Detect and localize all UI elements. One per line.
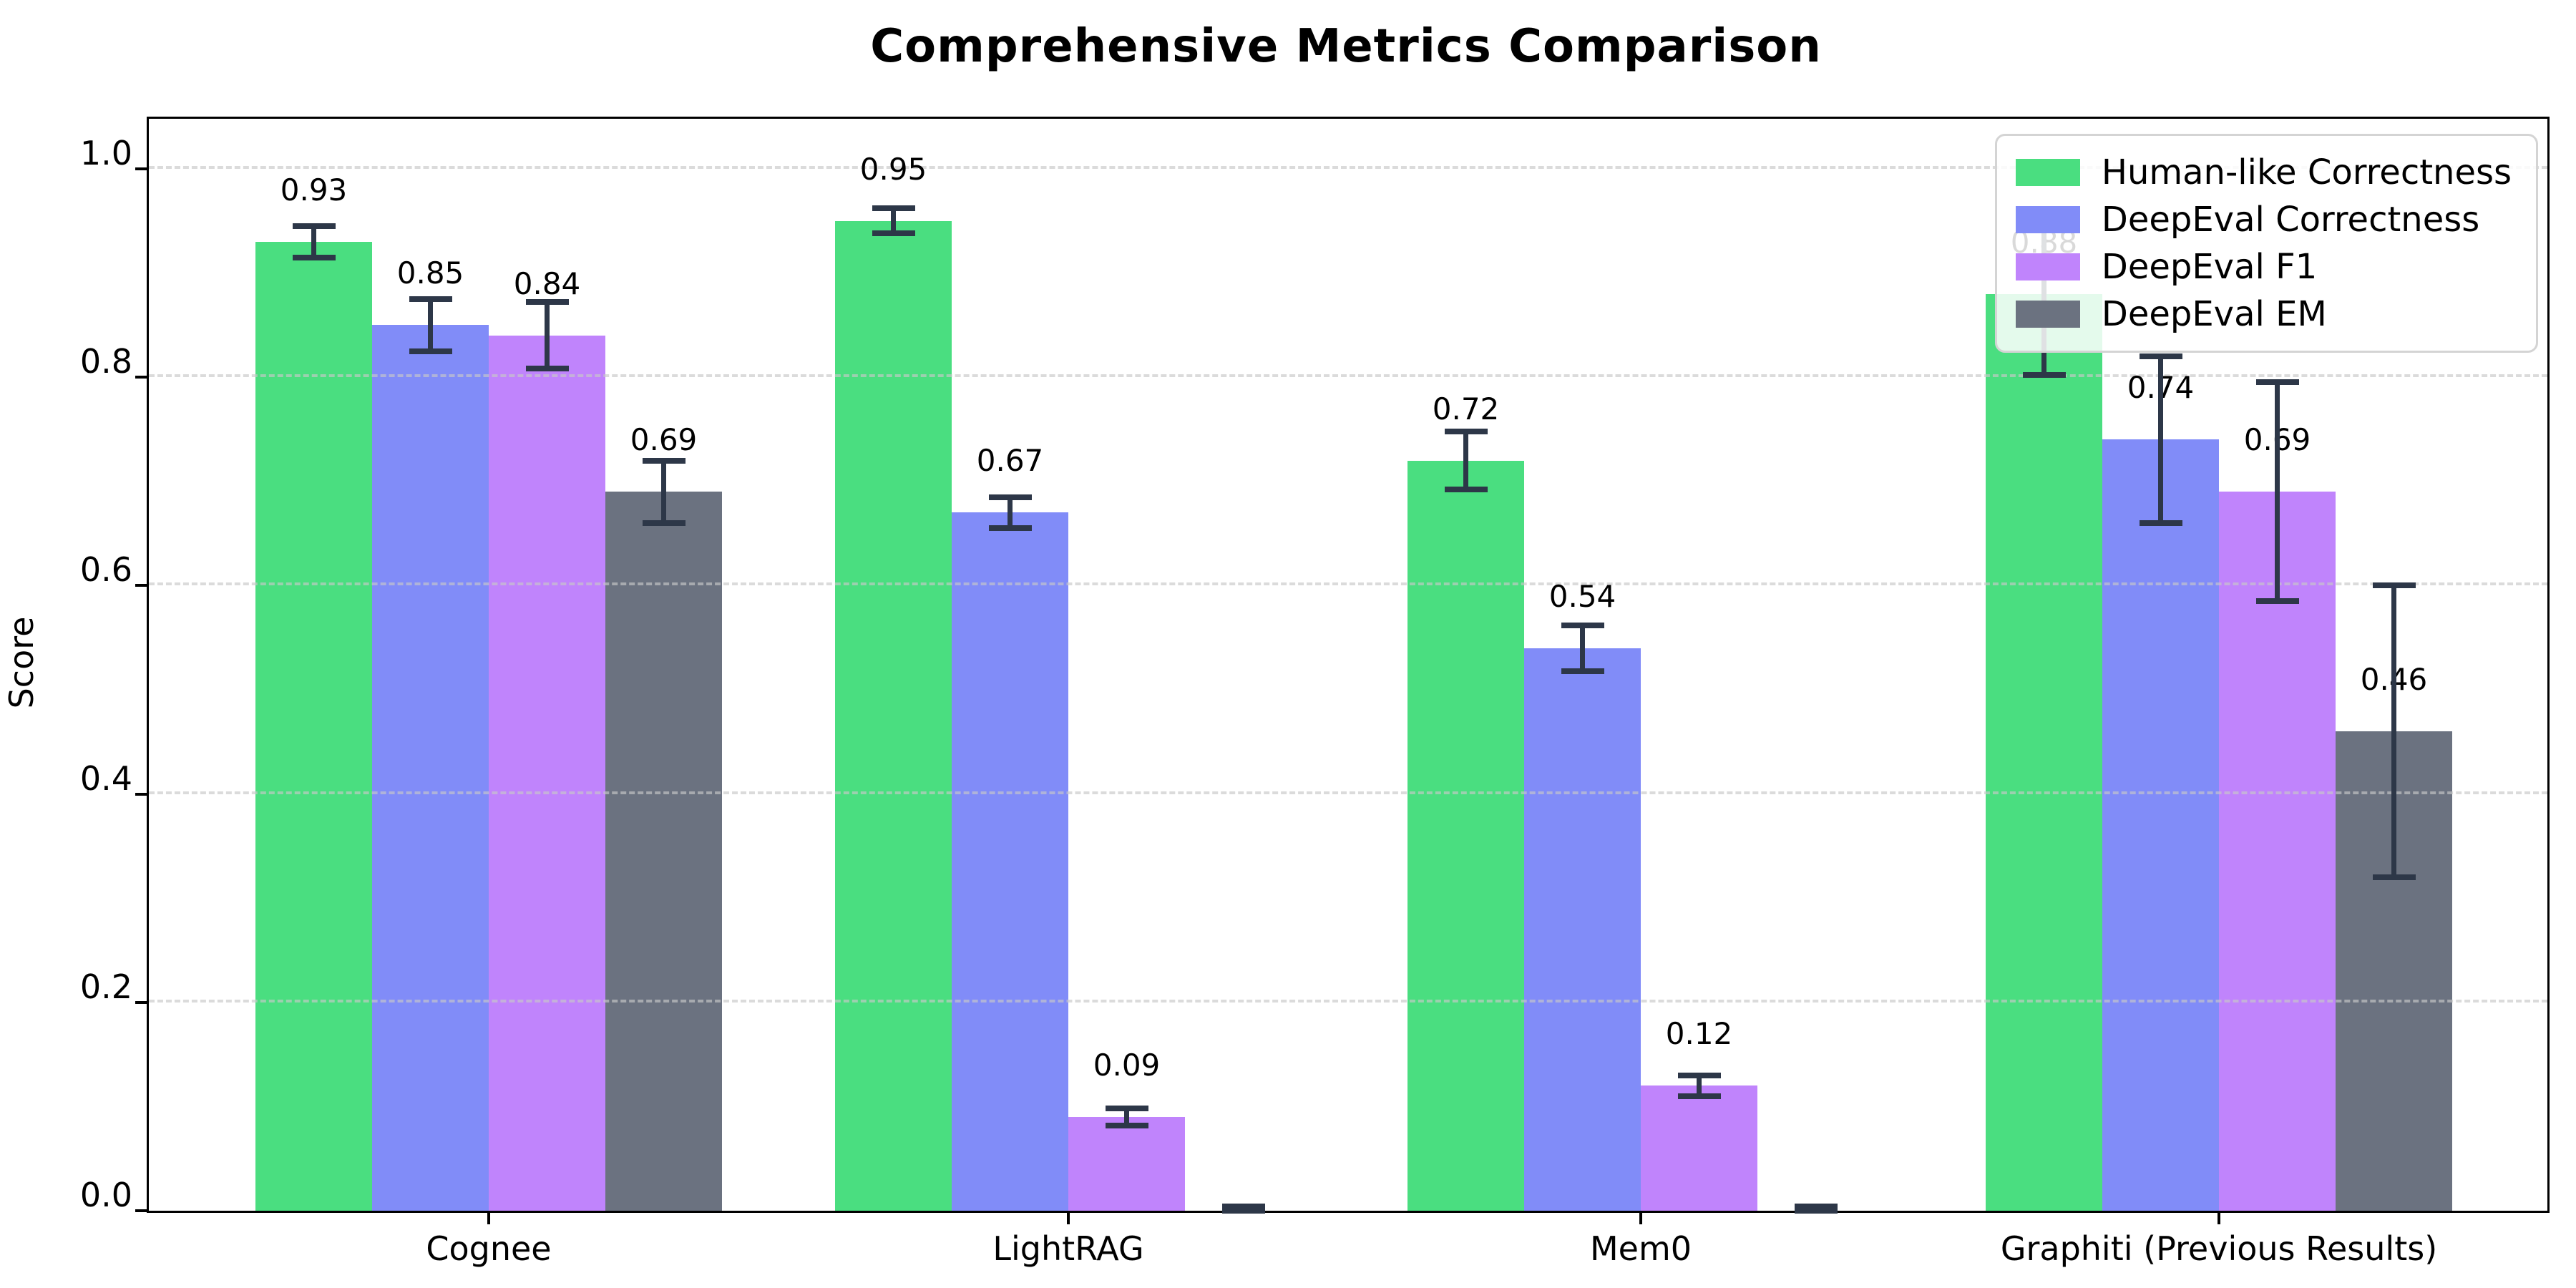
error-bar-cap-bottom	[1105, 1122, 1148, 1128]
y-axis-label: Score	[2, 616, 41, 709]
error-bar-cap-top	[1444, 428, 1488, 434]
error-bar	[545, 302, 550, 369]
error-bar	[1697, 1075, 1702, 1096]
y-tick-mark	[135, 1209, 147, 1212]
error-bar-cap-top	[2139, 353, 2182, 359]
error-bar	[1463, 431, 1468, 490]
y-tick-mark	[135, 584, 147, 587]
error-bar	[2041, 213, 2046, 376]
gridline-0.6	[149, 582, 2547, 586]
error-bar	[1008, 497, 1013, 529]
error-bar-cap-bottom	[1444, 487, 1488, 493]
error-bar	[2275, 382, 2280, 602]
gridline-0.4	[149, 791, 2547, 794]
bar-value-label: 0.67	[976, 443, 1044, 479]
gridline-0.8	[149, 374, 2547, 378]
error-bar-cap-top	[292, 223, 336, 229]
y-tick-label: 0.0	[79, 1176, 132, 1214]
bar-value-label: 0.95	[859, 151, 927, 187]
error-bar-cap-bottom	[988, 525, 1032, 532]
y-tick-label: 0.2	[79, 967, 132, 1006]
gridline-1	[149, 165, 2547, 169]
error-bar-cap-top	[1561, 622, 1604, 628]
y-tick-label: 1.0	[79, 133, 132, 172]
bar-value-label: 0.72	[1432, 391, 1500, 426]
error-bar-cap-bottom	[2139, 519, 2182, 526]
bar-value-label: 0.85	[396, 255, 464, 291]
error-bar-cap-top	[1677, 1072, 1721, 1078]
y-tick-mark	[135, 792, 147, 796]
error-bar-cap-bottom	[2255, 598, 2299, 605]
y-tick-mark	[135, 167, 147, 170]
bar-deepeval-em	[605, 492, 722, 1211]
bar-deepeval-f1	[489, 335, 605, 1211]
x-tick-mark	[1639, 1213, 1642, 1224]
bar-deepeval-f1	[1641, 1085, 1757, 1211]
error-bar-cap-top	[2372, 582, 2416, 589]
bar-value-label: 0.54	[1548, 578, 1616, 614]
error-bar-cap-top	[409, 296, 452, 302]
error-bar	[2391, 585, 2396, 878]
error-bar-cap-top	[1105, 1106, 1148, 1112]
y-tick-mark	[135, 1000, 147, 1004]
bar-value-label: 0.09	[1093, 1047, 1161, 1083]
y-tick-label: 0.8	[79, 342, 132, 381]
plot-area: 0.0 0.2 0.4 0.6 0.8 1.0 Cognee LightRAG Mem0 Grap…	[80, 117, 2550, 1268]
error-bar-cap-top	[1221, 1204, 1265, 1210]
x-tick-mark	[1067, 1213, 1070, 1224]
error-bar-cap-bottom	[1221, 1208, 1265, 1214]
error-bar	[2158, 356, 2163, 523]
bar-human-like-correctness	[255, 241, 372, 1211]
gridline-0.2	[149, 999, 2547, 1002]
bar-human-like-correctness	[1407, 460, 1524, 1211]
error-bar	[1124, 1108, 1129, 1126]
error-bar-cap-top	[2255, 379, 2299, 386]
y-tick-mark	[135, 376, 147, 379]
bar-deepeval-correctness	[1524, 648, 1641, 1211]
error-bar-cap-bottom	[409, 348, 452, 354]
error-bar-cap-bottom	[2372, 874, 2416, 881]
bar-value-label: 0.12	[1665, 1016, 1733, 1052]
bar-deepeval-f1	[2219, 492, 2336, 1211]
y-tick-label: 0.4	[79, 758, 132, 798]
bar-human-like-correctness	[835, 220, 952, 1211]
x-tick-label-4: Graphiti (Previous Results)	[2000, 1229, 2438, 1268]
error-bar-cap-top	[525, 299, 569, 306]
error-bar-cap-bottom	[1677, 1093, 1721, 1099]
x-tick-mark	[487, 1213, 490, 1224]
bar-deepeval-correctness	[952, 512, 1068, 1211]
error-bar-cap-bottom	[2022, 372, 2066, 379]
x-tick-label-2: LightRAG	[992, 1229, 1144, 1268]
error-bar-cap-bottom	[525, 366, 569, 372]
error-bar-cap-bottom	[292, 254, 336, 260]
error-bar	[661, 460, 666, 523]
error-bar	[428, 298, 433, 351]
error-bar-cap-bottom	[872, 230, 915, 237]
error-bar-cap-top	[2022, 210, 2066, 216]
error-bar-cap-bottom	[1561, 668, 1604, 674]
error-bar	[311, 226, 316, 258]
error-bar-cap-top	[988, 494, 1032, 500]
error-bar-cap-top	[1794, 1204, 1838, 1210]
bar-value-label: 0.69	[630, 422, 698, 458]
error-bar-cap-bottom	[1794, 1208, 1838, 1214]
y-tick-label: 0.6	[79, 550, 132, 590]
bar-deepeval-correctness	[372, 325, 489, 1211]
error-bar-cap-bottom	[642, 519, 686, 526]
bar-deepeval-correctness	[2102, 439, 2219, 1211]
x-tick-label-1: Cognee	[426, 1229, 552, 1268]
bar-value-label: 0.84	[513, 265, 581, 301]
error-bar	[891, 208, 896, 234]
error-bar-cap-top	[642, 457, 686, 464]
error-bar-cap-top	[872, 205, 915, 212]
x-tick-label-3: Mem0	[1589, 1229, 1692, 1268]
bar-human-like-correctness	[1986, 293, 2102, 1211]
error-bar	[1580, 625, 1585, 671]
chart-title: Comprehensive Metrics Comparison	[870, 20, 1822, 73]
bar-value-label: 0.93	[280, 172, 348, 208]
x-tick-mark	[2218, 1213, 2220, 1224]
bar-deepeval-f1	[1068, 1116, 1185, 1211]
